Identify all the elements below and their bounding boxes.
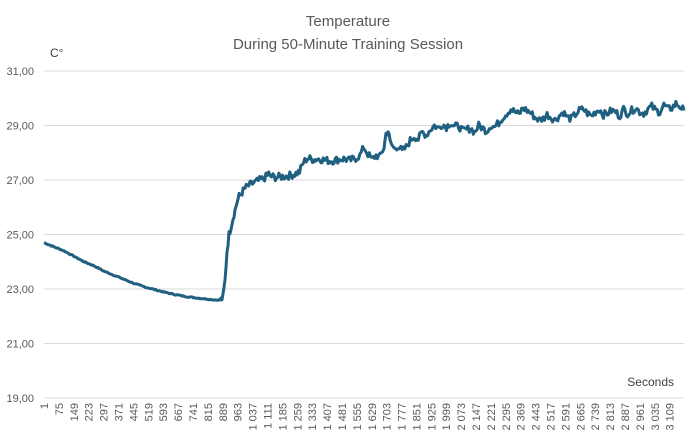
x-tick-label: 2 443 (531, 403, 543, 431)
x-tick-label: 2 517 (546, 403, 558, 431)
x-tick-label: 963 (233, 403, 245, 421)
x-tick-label: 1 777 (397, 403, 409, 431)
x-tick-label: 2 739 (590, 403, 602, 431)
x-tick-label: 1 259 (292, 403, 304, 431)
x-tick-label: 3 109 (665, 403, 677, 431)
x-tick-label: 1 999 (441, 403, 453, 431)
x-tick-label: 1 925 (426, 403, 438, 431)
x-tick-label: 1 629 (367, 403, 379, 431)
x-tick-label: 1 481 (337, 403, 349, 431)
x-tick-label: 1 555 (352, 403, 364, 431)
temperature-series-line (43, 99, 686, 302)
x-tick-label: 2 221 (486, 403, 498, 431)
y-tick-label: 21,00 (6, 339, 34, 351)
x-tick-label: 741 (188, 403, 200, 421)
x-tick-label: 2 295 (501, 403, 513, 431)
x-tick-label: 149 (69, 403, 81, 421)
x-tick-label: 1 851 (411, 403, 423, 431)
x-tick-label: 2 369 (516, 403, 528, 431)
y-tick-label: 27,00 (6, 175, 34, 187)
gridlines (44, 70, 684, 399)
x-tick-label: 1 037 (248, 403, 260, 431)
x-tick-label: 2 147 (471, 403, 483, 431)
x-tick-label: 1 185 (277, 403, 289, 431)
x-tick-label: 2 591 (560, 403, 572, 431)
y-tick-labels: 19,00 21,00 23,00 25,00 27,00 29,00 31,00 (6, 66, 34, 405)
x-tick-label: 297 (99, 403, 111, 421)
y-tick-label: 19,00 (6, 393, 34, 405)
x-tick-label: 2 887 (620, 403, 632, 431)
y-axis-unit-label: C° (50, 46, 64, 60)
x-tick-label: 593 (158, 403, 170, 421)
x-tick-label: 75 (54, 403, 66, 415)
x-tick-label: 1 (39, 403, 51, 409)
x-tick-label: 223 (84, 403, 96, 421)
y-tick-label: 29,00 (6, 121, 34, 133)
chart-title-line-2: During 50-Minute Training Session (233, 36, 463, 53)
x-tick-label: 445 (128, 403, 140, 421)
x-tick-label: 2 073 (456, 403, 468, 431)
x-tick-label: 1 407 (322, 403, 334, 431)
x-tick-label: 815 (203, 403, 215, 421)
x-tick-label: 519 (143, 403, 155, 421)
x-tick-label: 371 (113, 403, 125, 421)
x-axis-unit-label: Seconds (627, 375, 674, 389)
chart-title-line-1: Temperature (306, 13, 390, 30)
x-tick-label: 2 961 (635, 403, 647, 431)
y-tick-label: 25,00 (6, 230, 34, 242)
y-tick-label: 23,00 (6, 284, 34, 296)
x-tick-label: 667 (173, 403, 185, 421)
x-tick-label: 2 813 (605, 403, 617, 431)
x-tick-label: 1 703 (382, 403, 394, 431)
x-tick-label: 1 333 (307, 403, 319, 431)
y-tick-label: 31,00 (6, 66, 34, 78)
x-tick-label: 889 (218, 403, 230, 421)
x-tick-labels: 1 75 149 223 297 371 445 519 593 667 741 815 889 963 1… (39, 403, 677, 431)
x-tick-label: 1 111 (262, 403, 274, 429)
x-tick-label: 3 035 (650, 403, 662, 431)
x-tick-label: 2 665 (575, 403, 587, 431)
